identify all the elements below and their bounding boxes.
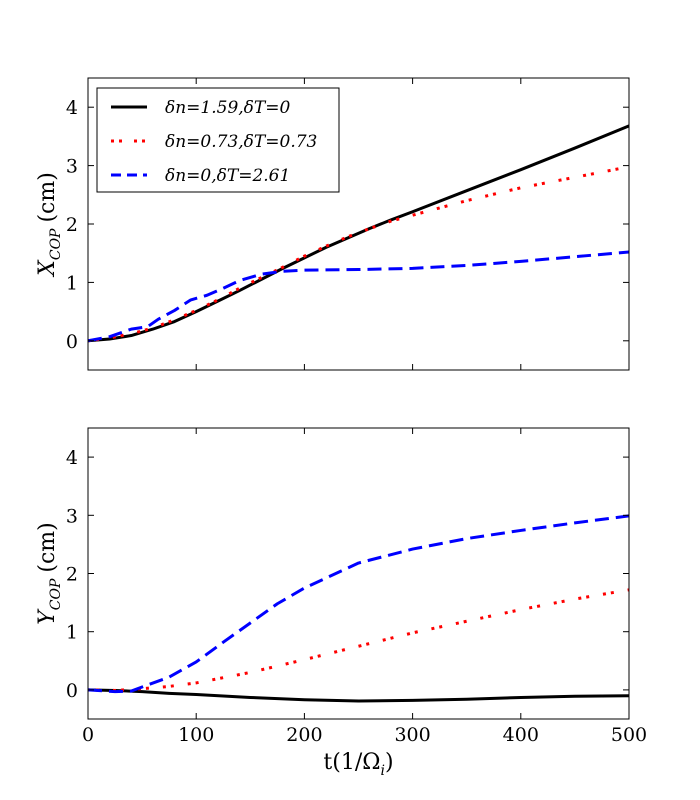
series-line-1 <box>88 688 629 703</box>
y-tick-label: 2 <box>66 564 78 586</box>
y-axis-label: XCOP(cm) <box>35 172 64 278</box>
y-tick-label: 0 <box>66 331 78 353</box>
series-line-3 <box>88 250 629 343</box>
y-tick-label: 0 <box>66 680 78 702</box>
x-axis-label: t(1/Ωi) <box>323 750 393 779</box>
plot-frame <box>87 427 630 720</box>
y-tick-label: 3 <box>66 505 78 527</box>
legend: δn=1.59,δT=0 δn=0.73,δT=0.73 δn=0,δT=2.61 <box>96 87 340 193</box>
y-tick-label: 4 <box>66 447 78 469</box>
x-tick-label: 0 <box>82 724 94 746</box>
legend-label-1: δn=1.59,δT=0 <box>165 98 291 118</box>
series-line-1 <box>88 124 629 343</box>
x-tick-label: 400 <box>503 724 539 746</box>
y-tick-label: 2 <box>66 214 78 236</box>
legend-label-2: δn=0.73,δT=0.73 <box>165 132 317 152</box>
series-line-2 <box>88 588 629 692</box>
y-axis-label: YCOP(cm) <box>35 522 64 625</box>
x-tick-label: 300 <box>394 724 430 746</box>
y-tick-label: 1 <box>66 622 78 644</box>
series-line-3 <box>88 514 629 694</box>
y-tick-label: 1 <box>66 272 78 294</box>
x-tick-label: 500 <box>611 724 647 746</box>
legend-box <box>96 87 340 193</box>
y-tick-label: 3 <box>66 156 78 178</box>
legend-label-3: δn=0,δT=2.61 <box>165 166 290 186</box>
panel-x-cop: 0 1 2 3 4 XCOP(cm) δn=1.59,δT=0 δn=0.73,δT=0.73… <box>35 77 630 371</box>
y-tick-label: 4 <box>66 97 78 119</box>
x-tick-label: 200 <box>286 724 322 746</box>
x-tick-label: 100 <box>178 724 214 746</box>
panel-y-cop: 0 100 200 300 400 500 0 1 2 3 4 YCOP(cm) t(1/Ωi) <box>35 427 647 779</box>
